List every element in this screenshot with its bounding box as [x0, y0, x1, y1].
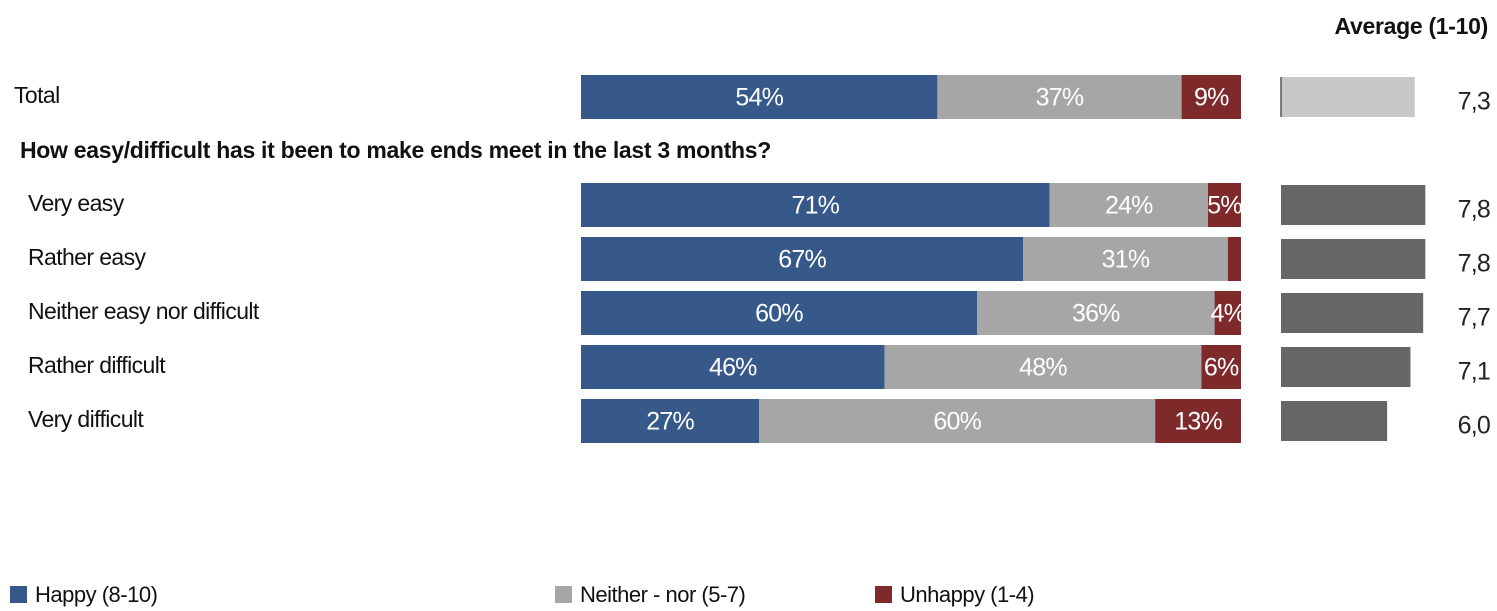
average-label: 7,7: [1458, 304, 1490, 332]
value-label: 27%: [646, 408, 694, 436]
value-label: 13%: [1174, 408, 1222, 436]
bar-segment: [1227, 237, 1241, 281]
category-label: Very difficult: [28, 406, 144, 432]
bar-segment: [1208, 183, 1241, 227]
average-bar: [1281, 77, 1415, 117]
value-label: 46%: [709, 354, 757, 382]
bar-segment: [977, 291, 1215, 335]
category-label: Rather easy: [28, 244, 147, 270]
value-label: 54%: [735, 84, 783, 112]
average-bar: [1281, 239, 1426, 279]
bar-segment: [581, 345, 885, 389]
bar-segment: [581, 183, 1050, 227]
category-label: Neither easy nor difficult: [28, 298, 260, 324]
category-label: Total: [14, 82, 60, 108]
bar-segment: [1181, 75, 1241, 119]
value-label: 48%: [1019, 354, 1067, 382]
bar-segment: [884, 345, 1202, 389]
bar-segment: [581, 399, 760, 443]
average-label: 7,8: [1458, 196, 1490, 224]
average-title: Average (1-10): [1335, 13, 1488, 39]
bar-segment: [759, 399, 1156, 443]
average-bar: [1281, 347, 1411, 387]
average-label: 7,3: [1458, 88, 1490, 116]
value-label: 6%: [1204, 354, 1239, 382]
value-label: 31%: [1102, 246, 1150, 274]
value-label: 5%: [1207, 192, 1242, 220]
bar-segment: [581, 291, 977, 335]
bar-segment: [1201, 345, 1241, 389]
bar-segment: [581, 75, 938, 119]
value-label: 24%: [1105, 192, 1153, 220]
legend-swatch: [10, 586, 27, 603]
value-label: 67%: [778, 246, 826, 274]
group-title: How easy/difficult has it been to make e…: [20, 137, 771, 163]
average-label: 6,0: [1458, 412, 1490, 440]
bar-segment: [1049, 183, 1208, 227]
value-label: 4%: [1211, 300, 1246, 328]
average-bar: [1281, 293, 1424, 333]
bar-segment: [581, 237, 1024, 281]
legend-swatch: [875, 586, 892, 603]
value-label: 36%: [1072, 300, 1120, 328]
legend-label: Unhappy (1-4): [900, 582, 1034, 607]
value-label: 60%: [933, 408, 981, 436]
value-label: 60%: [755, 300, 803, 328]
average-label: 7,1: [1458, 358, 1490, 386]
value-label: 37%: [1036, 84, 1084, 112]
value-label: 9%: [1194, 84, 1229, 112]
bar-segment: [1023, 237, 1228, 281]
average-bar: [1281, 401, 1388, 441]
category-label: Rather difficult: [28, 352, 166, 378]
average-label: 7,8: [1458, 250, 1490, 278]
average-bar: [1281, 185, 1426, 225]
category-label: Very easy: [28, 190, 125, 216]
bar-segment: [937, 75, 1182, 119]
legend-label: Happy (8-10): [35, 582, 157, 607]
bar-segment: [1155, 399, 1241, 443]
value-label: 71%: [791, 192, 839, 220]
bar-segment: [1214, 291, 1241, 335]
legend-label: Neither - nor (5-7): [580, 582, 745, 607]
legend-swatch: [555, 586, 572, 603]
